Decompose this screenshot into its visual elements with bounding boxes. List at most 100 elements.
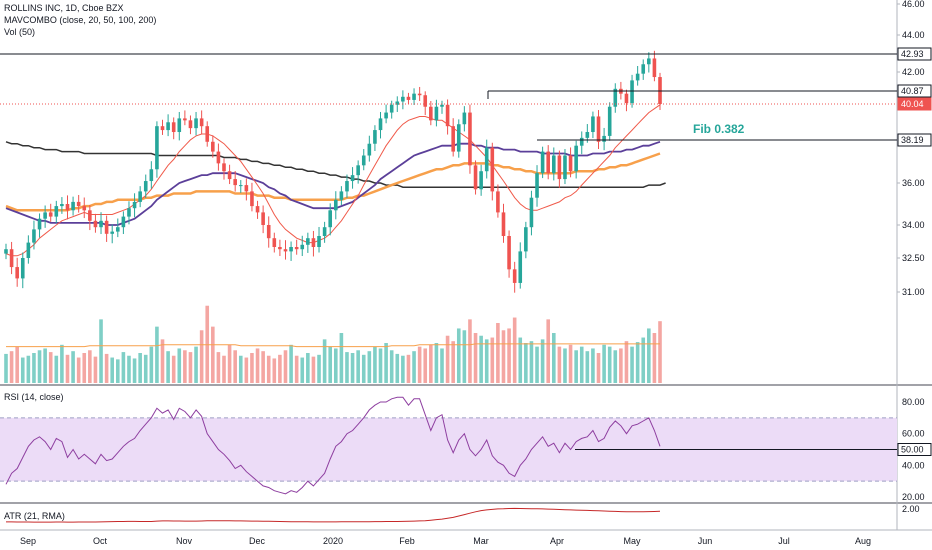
time-axis-label: Oct [93, 536, 108, 546]
candle-body [333, 199, 338, 211]
candle-body [244, 185, 249, 192]
volume-bar [317, 354, 321, 383]
atr-line [6, 507, 661, 523]
volume-bar [227, 344, 232, 383]
volume-bar [76, 357, 81, 383]
volume-bar [306, 353, 310, 383]
candle-body [378, 118, 383, 131]
volume-bar [322, 339, 327, 383]
price-tick-label: 36.00 [902, 178, 925, 188]
volume-bar [222, 355, 226, 383]
volume-bar [585, 351, 590, 383]
volume-bar [652, 333, 657, 383]
candle-body [535, 173, 539, 198]
candle-body [199, 118, 204, 127]
volume-bar [339, 333, 344, 383]
candle-body [4, 249, 8, 254]
candle-body [121, 216, 126, 228]
candle-body [479, 171, 483, 190]
candle-body [188, 120, 193, 129]
mavcombo-legend: MAVCOMBO (close, 20, 50, 100, 200) [4, 15, 157, 25]
candle-body [339, 191, 344, 200]
candle-body [71, 201, 75, 211]
candle-body [149, 169, 154, 182]
candle-body [99, 220, 103, 228]
rsi-pane-title: RSI (14, close) [4, 392, 64, 402]
candle-body [585, 132, 590, 138]
price-tag-box [897, 47, 932, 61]
candle-body [216, 151, 221, 164]
candle-body [26, 242, 31, 258]
candle-body [602, 135, 606, 142]
volume-bar [468, 319, 472, 383]
candle-body [345, 181, 349, 192]
candle-body [250, 191, 254, 207]
candle-body [32, 229, 36, 243]
candle-body [456, 124, 461, 152]
volume-bar [99, 319, 103, 383]
volume-bar [93, 356, 98, 383]
volume-bar [160, 339, 165, 383]
candle-body [93, 220, 98, 228]
time-axis-label: Jun [698, 536, 713, 546]
volume-bar [389, 350, 394, 383]
volume-bar [423, 348, 428, 383]
candle-body [484, 147, 489, 172]
candle-body [54, 206, 59, 217]
volume-bar [373, 346, 377, 383]
time-axis-label: Aug [855, 536, 871, 546]
candle-body [417, 93, 422, 96]
time-axis-label: Mar [473, 536, 489, 546]
volume-bar [255, 348, 260, 383]
candle-body [294, 247, 299, 250]
candle-body [317, 236, 321, 247]
candle-body [524, 227, 528, 252]
volume-bar [43, 348, 47, 383]
candle-body [171, 122, 176, 133]
volume-bar [194, 346, 198, 383]
volume-bar [501, 330, 506, 383]
volume-bar [60, 344, 64, 383]
candle-body [233, 179, 237, 186]
candle-body [389, 104, 394, 113]
volume-bar [378, 348, 383, 383]
volume-bar [518, 337, 523, 383]
volume-bar [440, 348, 444, 383]
time-axis-label: Apr [550, 536, 564, 546]
rsi-tick-label: 20.00 [902, 492, 925, 502]
volume-bar [88, 350, 92, 383]
volume-bar [546, 319, 551, 383]
volume-bar [177, 348, 182, 383]
volume-bar [557, 346, 562, 383]
candle-body [630, 80, 634, 104]
candle-body [496, 191, 500, 213]
volume-bar [104, 353, 109, 383]
candle-body [60, 204, 64, 207]
candle-body [177, 118, 182, 133]
volume-bar [149, 346, 154, 383]
volume-bar [138, 353, 142, 383]
candle-body [635, 73, 640, 81]
rsi-level-tag-label: 50.00 [901, 445, 924, 455]
volume-bar [479, 335, 483, 383]
candle-body [132, 201, 137, 209]
volume-bar [630, 346, 634, 383]
volume-bar [272, 358, 277, 383]
volume-bar [289, 344, 293, 383]
candle-body [384, 112, 388, 119]
ma100-line [5, 152, 661, 212]
ma20-line [5, 104, 661, 257]
candle-body [373, 130, 377, 144]
time-axis-label: Feb [399, 536, 415, 546]
price-tick-label: 42.00 [902, 67, 925, 77]
volume-bar [451, 341, 455, 383]
candle-body [227, 171, 232, 180]
candle-body [395, 101, 400, 105]
candle-body [155, 126, 159, 170]
candle-body [490, 147, 495, 192]
candle-body [272, 238, 277, 247]
volume-bar [250, 353, 254, 383]
candle-body [613, 88, 618, 107]
volume-bar [496, 323, 500, 383]
